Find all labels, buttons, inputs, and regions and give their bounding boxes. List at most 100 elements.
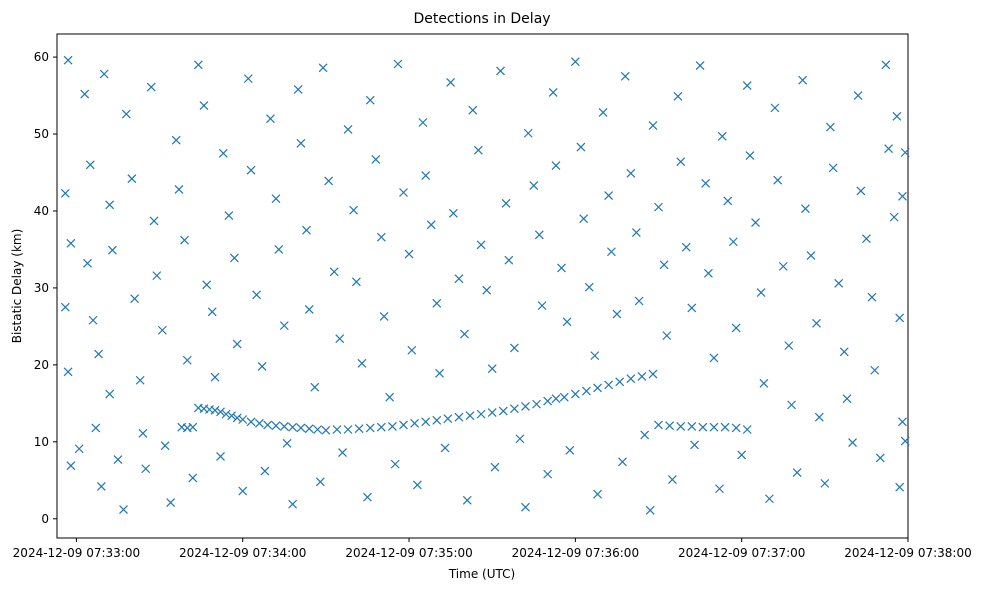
data-point [202, 280, 212, 290]
data-point [108, 245, 117, 255]
data-point [351, 277, 361, 287]
data-point [701, 178, 711, 188]
data-point [421, 171, 431, 181]
data-point [745, 151, 755, 160]
data-point [188, 422, 198, 432]
data-point [313, 425, 322, 434]
data-point [454, 412, 464, 422]
data-point [709, 422, 719, 432]
data-point [853, 91, 863, 100]
data-point [806, 251, 816, 261]
data-point [604, 191, 614, 201]
data-point [759, 378, 769, 388]
x-axis-label: Time (UTC) [448, 567, 515, 581]
data-point [515, 434, 525, 444]
data-point [543, 469, 553, 479]
y-axis: 0 10 20 30 40 50 60 [34, 50, 57, 526]
data-point [432, 298, 442, 308]
data-point [820, 478, 830, 488]
data-point [448, 208, 458, 218]
data-point [654, 202, 663, 212]
data-point [460, 329, 469, 339]
data-point [637, 371, 647, 381]
data-point [731, 323, 741, 333]
data-point [557, 263, 566, 273]
data-point [742, 81, 752, 90]
data-point [105, 200, 115, 210]
data-point [620, 71, 630, 81]
data-point [304, 305, 314, 314]
data-point [119, 505, 128, 514]
data-point [462, 495, 472, 505]
data-point [207, 307, 217, 317]
data-point [476, 240, 486, 250]
data-point [543, 396, 553, 406]
data-point [418, 118, 428, 127]
data-point [814, 412, 824, 422]
data-point [238, 415, 248, 424]
data-point [898, 417, 907, 427]
data-point [232, 339, 242, 349]
data-point [446, 78, 456, 87]
data-point [246, 417, 256, 427]
data-point [210, 405, 220, 415]
data-point [296, 423, 306, 433]
data-point [96, 482, 106, 491]
data-point [376, 422, 386, 432]
data-point [246, 165, 256, 175]
data-point [856, 186, 866, 196]
data-point [216, 452, 225, 461]
data-point [363, 492, 372, 502]
data-point [66, 461, 76, 471]
data-point [521, 401, 530, 411]
data-point [443, 414, 453, 424]
plot-area-frame [56, 33, 909, 539]
data-point [687, 422, 697, 431]
data-point [798, 75, 808, 85]
data-point [521, 502, 530, 512]
data-point [676, 422, 686, 431]
data-point [626, 168, 636, 178]
data-point [562, 317, 572, 327]
data-point [659, 260, 669, 270]
data-point [900, 436, 910, 446]
data-point [687, 303, 697, 313]
data-point [509, 343, 519, 353]
data-point [105, 389, 115, 399]
data-point [229, 253, 239, 263]
data-point [751, 218, 760, 227]
data-point [645, 505, 655, 515]
y-tick-label: 30 [34, 281, 49, 295]
data-point [895, 313, 905, 323]
data-point [476, 409, 486, 419]
data-point [529, 181, 539, 191]
data-point [266, 114, 275, 124]
data-point [504, 255, 514, 265]
data-point [898, 191, 907, 201]
x-tick-label: 2024-12-09 07:34:00 [179, 546, 306, 560]
data-point [604, 380, 614, 390]
data-point [157, 325, 167, 335]
data-point [199, 101, 209, 110]
data-point [559, 392, 569, 402]
data-point [83, 258, 92, 268]
data-point [385, 392, 395, 402]
data-point [271, 194, 281, 204]
data-point [487, 408, 497, 418]
data-point [421, 417, 431, 427]
data-point [160, 441, 170, 451]
data-point [825, 122, 835, 132]
data-point [407, 345, 417, 355]
data-point [227, 411, 237, 421]
data-point [152, 271, 162, 281]
data-point [870, 365, 880, 375]
data-point [238, 486, 248, 496]
data-point [130, 294, 140, 304]
data-point [180, 235, 189, 245]
data-point [274, 245, 284, 254]
y-axis-label: Bistatic Delay (km) [10, 229, 24, 344]
data-point [579, 214, 589, 224]
data-point [171, 135, 181, 145]
data-point [335, 334, 345, 344]
data-point [662, 331, 672, 341]
